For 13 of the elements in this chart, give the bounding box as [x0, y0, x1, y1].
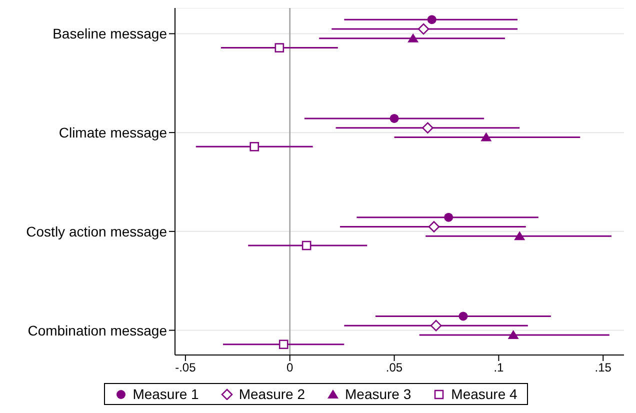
x-tick-label: .15	[594, 360, 612, 375]
x-tick-label: 0	[286, 360, 294, 375]
legend-label: Measure 2	[238, 386, 305, 402]
legend-label: Measure 1	[132, 386, 199, 402]
x-tick-label: .05	[386, 360, 403, 375]
x-tick-label: -.05	[175, 360, 196, 375]
y-tick-label: Baseline message	[52, 26, 168, 42]
x-tick-label: .1	[494, 360, 504, 375]
y-tick-label: Climate message	[58, 124, 168, 141]
legend-label: Measure 4	[451, 386, 518, 402]
y-tick-label: Combination message	[28, 322, 168, 338]
legend-label: Measure 3	[345, 386, 412, 402]
y-tick-label: Costly action message	[26, 223, 168, 240]
